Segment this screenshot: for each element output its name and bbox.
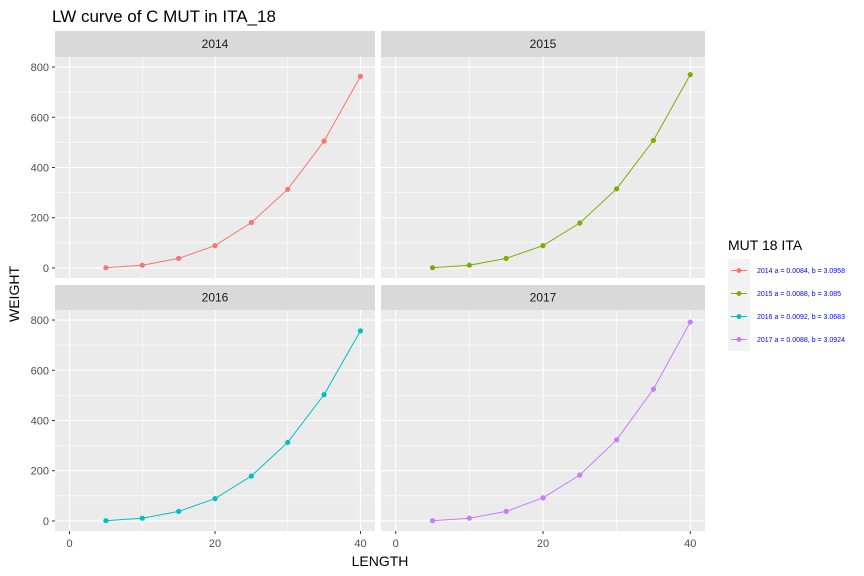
y-tick-label: 800 xyxy=(31,62,49,74)
chart-title: LW curve of C MUT in ITA_18 xyxy=(52,7,276,26)
y-tick-label: 200 xyxy=(31,466,49,478)
panel-2016: 2016 xyxy=(55,285,375,531)
data-point xyxy=(248,473,254,479)
data-point xyxy=(357,73,364,79)
data-point xyxy=(139,262,145,268)
legend-title: MUT 18 ITA xyxy=(728,237,803,253)
data-point xyxy=(466,515,472,521)
strip-background xyxy=(55,285,375,310)
series-line-2014 xyxy=(105,76,361,269)
data-point xyxy=(650,137,657,143)
strip-label: 2017 xyxy=(530,291,557,305)
data-point xyxy=(357,328,364,334)
legend-item-2017: 2017 a = 0.0088, b = 3.0924 xyxy=(728,328,845,351)
strip-label: 2015 xyxy=(530,37,557,51)
y-tick-label: 600 xyxy=(31,112,49,124)
data-point xyxy=(139,515,145,521)
data-point xyxy=(650,386,657,392)
panels: 2014 2015 2016 2017 xyxy=(55,31,705,531)
strip-label: 2016 xyxy=(202,291,229,305)
y-tick-label: 200 xyxy=(31,213,49,225)
legend-item-2016: 2016 a = 0.0092, b = 3.0683 xyxy=(728,305,845,328)
legend: MUT 18 ITA 2014 a = 0.0084, b = 3.0958 20… xyxy=(728,237,845,351)
data-point xyxy=(540,243,546,249)
y-tick-label: 400 xyxy=(31,416,49,428)
panel-2014: 2014 xyxy=(55,31,375,278)
legend-label: 2017 a = 0.0088, b = 3.0924 xyxy=(757,337,845,344)
data-point xyxy=(103,265,109,271)
x-tick-label: 40 xyxy=(684,538,696,550)
x-tick-label: 20 xyxy=(209,538,221,550)
data-point xyxy=(687,319,693,325)
legend-label: 2014 a = 0.0084, b = 3.0958 xyxy=(757,268,845,275)
strip-label: 2014 xyxy=(202,37,229,51)
x-axis: 0 20 40 0 20 40 xyxy=(66,531,696,550)
data-point xyxy=(503,255,509,262)
data-point xyxy=(540,495,546,501)
data-point xyxy=(429,265,436,271)
data-point xyxy=(577,220,583,226)
data-point xyxy=(321,138,327,144)
x-tick-label: 20 xyxy=(537,538,549,550)
legend-item-2014: 2014 a = 0.0084, b = 3.0958 xyxy=(728,259,845,282)
legend-key-point xyxy=(736,291,742,296)
x-tick-label: 40 xyxy=(354,538,366,550)
data-point xyxy=(503,508,509,515)
gridlines xyxy=(381,57,705,278)
data-point xyxy=(466,262,472,268)
strip-background xyxy=(55,31,375,57)
y-tick-label: 600 xyxy=(31,365,49,377)
legend-item-2015: 2015 a = 0.0088, b = 3.085 xyxy=(728,282,841,305)
data-point xyxy=(687,71,693,78)
gridlines xyxy=(55,57,375,278)
y-tick-label: 800 xyxy=(31,315,49,327)
series-line-2015 xyxy=(432,74,691,269)
strip-background xyxy=(381,285,705,310)
data-point xyxy=(577,472,583,478)
data-point xyxy=(614,186,620,192)
legend-label: 2016 a = 0.0092, b = 3.0683 xyxy=(757,314,845,321)
panel-2017: 2017 xyxy=(381,285,705,531)
data-point xyxy=(176,508,182,515)
legend-label: 2015 a = 0.0088, b = 3.085 xyxy=(757,291,841,298)
legend-key-point xyxy=(736,268,742,273)
data-point xyxy=(429,518,436,524)
data-point xyxy=(321,392,327,398)
series-line-2017 xyxy=(432,321,691,522)
x-tick-label: 0 xyxy=(66,538,72,550)
strip-background xyxy=(381,31,705,57)
data-point xyxy=(176,255,182,262)
legend-key-point xyxy=(736,314,742,319)
gridlines xyxy=(55,310,375,531)
y-tick-label: 0 xyxy=(43,516,49,528)
x-tick-label: 0 xyxy=(393,538,399,550)
data-point xyxy=(614,437,620,443)
data-point xyxy=(212,243,218,249)
data-point xyxy=(285,186,291,192)
y-axis-title: WEIGHT xyxy=(6,266,22,322)
y-tick-label: 0 xyxy=(43,263,49,275)
x-axis-title: LENGTH xyxy=(352,553,409,569)
data-point xyxy=(103,518,109,524)
panel-2015: 2015 xyxy=(381,31,705,278)
gridlines xyxy=(381,310,705,531)
data-point xyxy=(212,496,218,502)
y-tick-label: 400 xyxy=(31,163,49,175)
data-point xyxy=(248,219,254,226)
y-axis: 0 200 400 600 800 0 200 400 600 800 xyxy=(31,62,55,528)
series-line-2016 xyxy=(105,330,361,522)
legend-key-point xyxy=(736,337,742,342)
data-point xyxy=(285,439,291,445)
